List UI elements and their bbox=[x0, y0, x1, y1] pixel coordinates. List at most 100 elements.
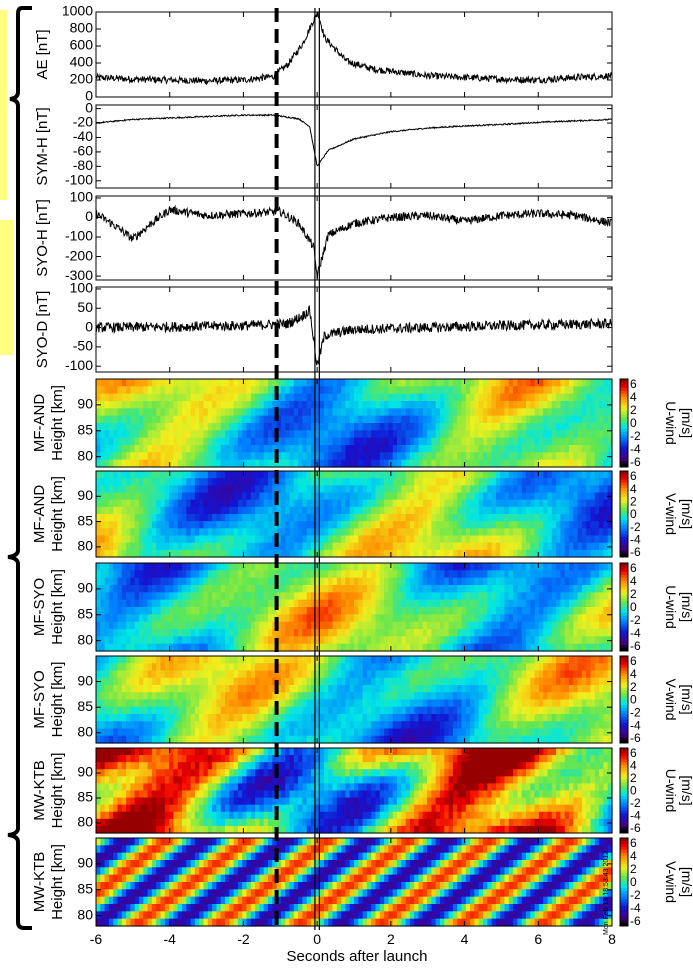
heatmap-cell bbox=[169, 499, 174, 508]
heatmap-cell bbox=[547, 614, 553, 623]
heatmap-cell bbox=[315, 393, 321, 402]
heatmap-cell bbox=[599, 423, 604, 431]
heatmap-cell bbox=[121, 528, 127, 537]
heatmap-cell bbox=[280, 621, 286, 630]
heatmap-cell bbox=[302, 570, 308, 579]
heatmap-cell bbox=[534, 514, 540, 522]
heatmap-cell bbox=[358, 408, 364, 417]
heatmap-cell bbox=[130, 585, 136, 593]
heatmap-cell bbox=[573, 542, 579, 551]
heatmap-cell bbox=[160, 459, 166, 468]
heatmap-cell bbox=[298, 542, 303, 551]
heatmap-cell bbox=[392, 607, 398, 615]
heatmap-cell bbox=[474, 408, 480, 417]
heatmap-cell bbox=[366, 528, 372, 537]
heatmap-cell bbox=[551, 570, 557, 579]
heatmap-cell bbox=[315, 577, 321, 586]
heatmap-cell bbox=[418, 445, 424, 453]
heatmap-cell bbox=[341, 670, 346, 679]
heatmap-cell bbox=[164, 621, 170, 630]
heatmap-cell bbox=[319, 459, 325, 468]
heatmap-cell bbox=[207, 430, 213, 439]
heatmap-cell bbox=[444, 549, 450, 558]
heatmap-cell bbox=[242, 415, 248, 424]
heatmap-cell bbox=[349, 607, 355, 615]
heatmap-cell bbox=[543, 599, 549, 608]
heatmap-cell bbox=[190, 478, 196, 486]
heatmap-cell bbox=[311, 514, 316, 522]
heatmap-cell bbox=[362, 492, 368, 501]
heatmap-cell bbox=[349, 670, 355, 679]
heatmap-cell bbox=[517, 506, 523, 515]
heatmap-cell bbox=[147, 514, 153, 522]
heatmap-cell bbox=[547, 535, 553, 544]
heatmap-cell bbox=[375, 663, 381, 672]
heatmap-cell bbox=[117, 478, 123, 486]
heatmap-cell bbox=[474, 437, 480, 446]
heatmap-cell bbox=[216, 607, 222, 615]
heatmap-cell bbox=[259, 478, 265, 486]
heatmap-cell bbox=[229, 592, 235, 601]
heatmap-cell bbox=[332, 386, 338, 395]
heatmap-cell bbox=[96, 485, 101, 494]
heatmap-cell bbox=[371, 528, 377, 537]
heatmap-cell bbox=[457, 592, 463, 601]
heatmap-cell bbox=[543, 643, 549, 652]
heatmap-cell bbox=[323, 521, 329, 529]
heatmap-cell bbox=[341, 506, 346, 515]
heatmap-cell bbox=[177, 549, 183, 558]
heatmap-cell bbox=[96, 408, 101, 417]
heatmap-cell bbox=[276, 401, 282, 409]
heatmap-cell bbox=[194, 528, 200, 537]
heatmap-cell bbox=[298, 643, 303, 652]
heatmap-cell bbox=[586, 430, 592, 439]
heatmap-cell bbox=[444, 629, 450, 637]
heatmap-cell bbox=[517, 535, 523, 544]
heatmap-cell bbox=[113, 549, 119, 558]
heatmap-cell bbox=[289, 585, 295, 593]
heatmap-cell bbox=[349, 423, 355, 431]
heatmap-cell bbox=[169, 506, 174, 515]
heatmap-cell bbox=[504, 401, 510, 409]
heatmap-cell bbox=[521, 437, 527, 446]
heatmap-cell bbox=[108, 528, 114, 537]
heatmap-cell bbox=[478, 656, 484, 664]
heatmap-cell bbox=[470, 629, 475, 637]
heatmap-cell bbox=[276, 485, 282, 494]
heatmap-cell bbox=[586, 607, 592, 615]
heatmap-cell bbox=[246, 614, 252, 623]
heatmap-cell bbox=[530, 643, 536, 652]
heatmap-cell bbox=[293, 471, 299, 479]
heatmap-cell bbox=[203, 670, 209, 679]
heatmap-cell bbox=[319, 528, 325, 537]
heatmap-cell bbox=[504, 415, 510, 424]
heatmap-cell bbox=[276, 521, 282, 529]
colorbar-segment bbox=[620, 479, 628, 483]
heatmap-cell bbox=[534, 585, 540, 593]
heatmap-cell bbox=[603, 521, 609, 529]
heatmap-cell bbox=[530, 415, 536, 424]
heatmap-cell bbox=[117, 430, 123, 439]
heatmap-cell bbox=[268, 430, 273, 439]
heatmap-cell bbox=[164, 485, 170, 494]
heatmap-cell bbox=[237, 430, 243, 439]
heatmap-cell bbox=[543, 379, 549, 387]
heatmap-cell bbox=[590, 478, 596, 486]
heatmap-cell bbox=[199, 621, 205, 630]
heatmap-cell bbox=[164, 549, 170, 558]
heatmap-cell bbox=[414, 521, 420, 529]
heatmap-cell bbox=[289, 656, 295, 664]
heatmap-cell bbox=[594, 445, 600, 453]
colorbar-segment bbox=[620, 615, 628, 620]
heatmap-cell bbox=[349, 592, 355, 601]
heatmap-cell bbox=[143, 415, 149, 424]
heatmap-cell bbox=[113, 499, 119, 508]
heatmap-cell bbox=[560, 514, 566, 522]
heatmap-cell bbox=[182, 670, 187, 679]
heatmap-cell bbox=[164, 423, 170, 431]
heatmap-cell bbox=[581, 535, 587, 544]
heatmap-cell bbox=[362, 592, 368, 601]
heatmap-cell bbox=[547, 585, 553, 593]
heatmap-cell bbox=[306, 607, 312, 615]
